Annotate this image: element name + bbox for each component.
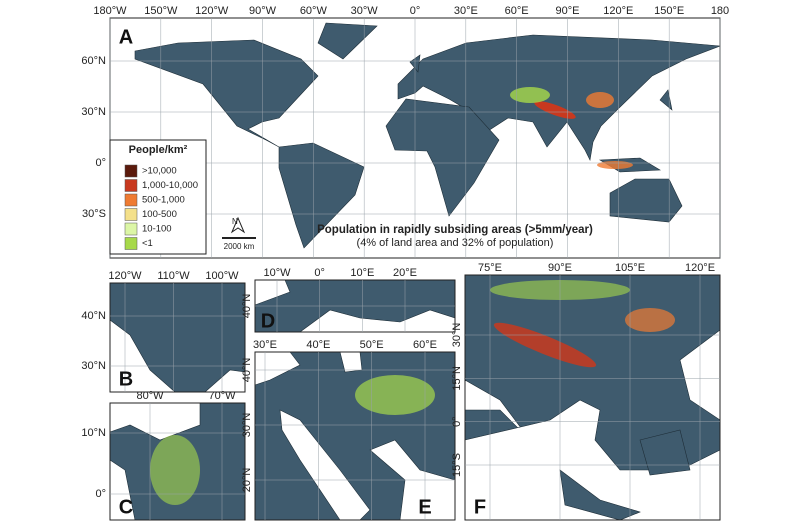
lon-label: 20°E bbox=[393, 267, 417, 279]
lon-label: 60°E bbox=[413, 339, 437, 351]
lon-label: 30°W bbox=[351, 5, 379, 17]
legend-label: 1,000-10,000 bbox=[142, 180, 198, 191]
legend-label: 10-100 bbox=[142, 224, 172, 235]
lon-label: 40°E bbox=[306, 339, 330, 351]
lat-label: 0° bbox=[95, 488, 106, 500]
lon-label: 120°E bbox=[603, 5, 633, 17]
lon-label: 10°W bbox=[263, 267, 291, 279]
lon-label: 30°E bbox=[454, 5, 478, 17]
panel-letter: B bbox=[119, 368, 133, 390]
north-label: N bbox=[232, 217, 238, 226]
lon-label: 60°E bbox=[505, 5, 529, 17]
lon-label: 30°E bbox=[253, 339, 277, 351]
legend-swatch bbox=[124, 222, 138, 236]
panel-letter: F bbox=[474, 496, 486, 518]
lat-label: 30°S bbox=[82, 208, 106, 220]
lon-label: 110°W bbox=[157, 270, 190, 282]
legend-label: 500-1,000 bbox=[142, 195, 185, 206]
legend-swatch bbox=[124, 237, 138, 250]
panel-letter: E bbox=[418, 496, 431, 518]
legend-label: <1 bbox=[142, 238, 153, 249]
legend-title: People/km² bbox=[129, 144, 188, 156]
panel-letter: C bbox=[119, 496, 133, 518]
lon-label: 105°E bbox=[615, 262, 645, 274]
lat-label: 0° bbox=[451, 416, 463, 427]
lat-label: 20°N bbox=[241, 468, 253, 493]
legend-label: >10,000 bbox=[142, 166, 177, 177]
lat-label: 30°N bbox=[241, 413, 253, 438]
legend-label: 100-500 bbox=[142, 209, 177, 220]
lon-label: 90°E bbox=[556, 5, 580, 17]
legend-swatch bbox=[124, 193, 138, 207]
lon-label: 150°E bbox=[654, 5, 684, 17]
annotation-title: Population in rapidly subsiding areas (>… bbox=[317, 224, 593, 236]
lon-label: 180 bbox=[711, 5, 729, 17]
legend-swatch bbox=[124, 179, 138, 192]
lon-label: 0° bbox=[314, 267, 325, 279]
lat-label: 40°N bbox=[81, 310, 106, 322]
lat-label: 30°N bbox=[81, 360, 106, 372]
lat-label: 0° bbox=[95, 157, 106, 169]
lon-label: 0° bbox=[410, 5, 421, 17]
lat-label: 10°N bbox=[81, 427, 106, 439]
lat-label: 30°N bbox=[81, 106, 106, 118]
lon-label: 90°W bbox=[249, 5, 277, 17]
lon-label: 50°E bbox=[360, 339, 384, 351]
lon-label: 120°E bbox=[685, 262, 715, 274]
lon-label: 60°W bbox=[300, 5, 328, 17]
lat-label: 60°N bbox=[81, 55, 106, 67]
legend-swatch bbox=[124, 164, 138, 178]
lon-label: 75°E bbox=[478, 262, 502, 274]
lat-label: 15°S bbox=[451, 453, 463, 477]
lon-label: 80°W bbox=[136, 390, 164, 402]
annotation-subtitle: (4% of land area and 32% of population) bbox=[357, 237, 554, 249]
north-arrow bbox=[230, 216, 246, 234]
lon-label: 150°W bbox=[144, 5, 178, 17]
legend-swatch bbox=[124, 208, 138, 221]
lon-label: 70°W bbox=[208, 390, 236, 402]
lon-label: 180°W bbox=[93, 5, 127, 17]
lon-label: 120°W bbox=[108, 270, 142, 282]
scale-label: 2000 km bbox=[224, 242, 255, 251]
lon-label: 100°W bbox=[205, 270, 239, 282]
lat-label: 40°N bbox=[241, 358, 253, 383]
lon-label: 10°E bbox=[350, 267, 374, 279]
lon-label: 120°W bbox=[195, 5, 229, 17]
lat-label: 40°N bbox=[241, 294, 253, 319]
panel-letter: D bbox=[261, 310, 275, 332]
panel-letter: A bbox=[119, 26, 133, 48]
lon-label: 90°E bbox=[548, 262, 572, 274]
lat-label: 30°N bbox=[451, 323, 463, 348]
lat-label: 15°N bbox=[451, 366, 463, 391]
